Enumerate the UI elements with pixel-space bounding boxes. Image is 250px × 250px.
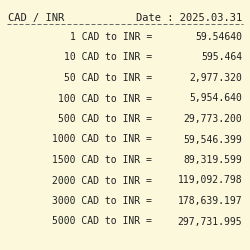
Text: 178,639.197: 178,639.197: [178, 196, 242, 206]
Text: 500 CAD to INR =: 500 CAD to INR =: [58, 114, 152, 124]
Text: 5000 CAD to INR =: 5000 CAD to INR =: [52, 216, 152, 226]
Text: 297,731.995: 297,731.995: [178, 216, 242, 226]
Text: 2,977.320: 2,977.320: [189, 73, 242, 83]
Text: 1000 CAD to INR =: 1000 CAD to INR =: [52, 134, 152, 144]
Text: Date : 2025.03.31: Date : 2025.03.31: [136, 13, 242, 23]
Text: 5,954.640: 5,954.640: [189, 94, 242, 104]
Text: 89,319.599: 89,319.599: [183, 155, 242, 165]
Text: 119,092.798: 119,092.798: [178, 176, 242, 186]
Text: 1 CAD to INR =: 1 CAD to INR =: [70, 32, 152, 42]
Text: CAD / INR: CAD / INR: [8, 13, 64, 23]
Text: 1500 CAD to INR =: 1500 CAD to INR =: [52, 155, 152, 165]
Text: 29,773.200: 29,773.200: [183, 114, 242, 124]
Text: 595.464: 595.464: [201, 52, 242, 62]
Text: 50 CAD to INR =: 50 CAD to INR =: [64, 73, 152, 83]
Text: 10 CAD to INR =: 10 CAD to INR =: [64, 52, 152, 62]
Text: 2000 CAD to INR =: 2000 CAD to INR =: [52, 176, 152, 186]
Text: 59,546.399: 59,546.399: [183, 134, 242, 144]
Text: 3000 CAD to INR =: 3000 CAD to INR =: [52, 196, 152, 206]
Text: 100 CAD to INR =: 100 CAD to INR =: [58, 94, 152, 104]
Text: 59.54640: 59.54640: [195, 32, 242, 42]
